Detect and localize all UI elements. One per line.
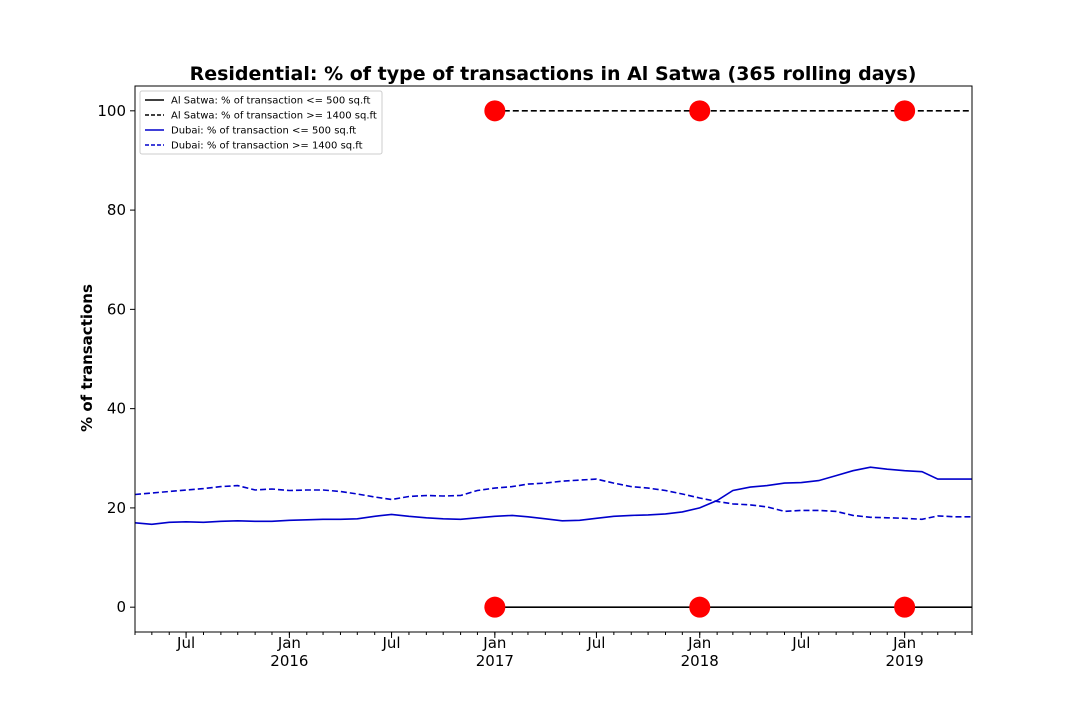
x-tick-label: Jul bbox=[381, 634, 400, 652]
chart-title: Residential: % of type of transactions i… bbox=[190, 63, 917, 85]
plot-area bbox=[135, 100, 972, 618]
x-tick-label: Jan bbox=[277, 634, 301, 652]
x-tick-label: Jan bbox=[687, 634, 711, 652]
x-tick-label: Jan bbox=[482, 634, 506, 652]
x-tick-label: Jul bbox=[176, 634, 195, 652]
y-tick-label: 40 bbox=[107, 400, 126, 418]
plot-frame bbox=[134, 85, 973, 633]
marker-point-6 bbox=[894, 100, 916, 122]
y-tick-label: 100 bbox=[97, 102, 126, 120]
y-tick-label: 20 bbox=[107, 499, 126, 517]
series-line-4 bbox=[135, 478, 972, 521]
x-tick-year-label: 2016 bbox=[270, 652, 308, 670]
legend-box bbox=[139, 90, 383, 155]
y-axis-label: % of transactions bbox=[78, 284, 96, 432]
x-tick-label: Jan bbox=[892, 634, 916, 652]
legend-entry-label: Dubai: % of transaction <= 500 sq.ft bbox=[171, 126, 356, 137]
marker-point-4 bbox=[484, 100, 506, 122]
x-tick-year-label: 2018 bbox=[681, 652, 719, 670]
x-tick-label: Jul bbox=[586, 634, 605, 652]
x-tick-label: Jul bbox=[791, 634, 810, 652]
series-line-3 bbox=[135, 466, 972, 526]
marker-point-1 bbox=[484, 596, 506, 618]
y-tick-label: 60 bbox=[107, 300, 126, 318]
legend-entry-label: Al Satwa: % of transaction >= 1400 sq.ft bbox=[171, 111, 377, 122]
marker-point-2 bbox=[689, 596, 711, 618]
legend-entry-label: Al Satwa: % of transaction <= 500 sq.ft bbox=[171, 96, 370, 107]
y-tick-label: 80 bbox=[107, 201, 126, 219]
legend-entry-label: Dubai: % of transaction >= 1400 sq.ft bbox=[171, 141, 363, 152]
x-tick-year-label: 2019 bbox=[886, 652, 924, 670]
legend: Al Satwa: % of transaction <= 500 sq.ft A… bbox=[139, 90, 383, 155]
marker-point-5 bbox=[689, 100, 711, 122]
y-tick-label: 0 bbox=[116, 598, 126, 616]
x-tick-year-label: 2017 bbox=[476, 652, 514, 670]
marker-point-3 bbox=[894, 596, 916, 618]
